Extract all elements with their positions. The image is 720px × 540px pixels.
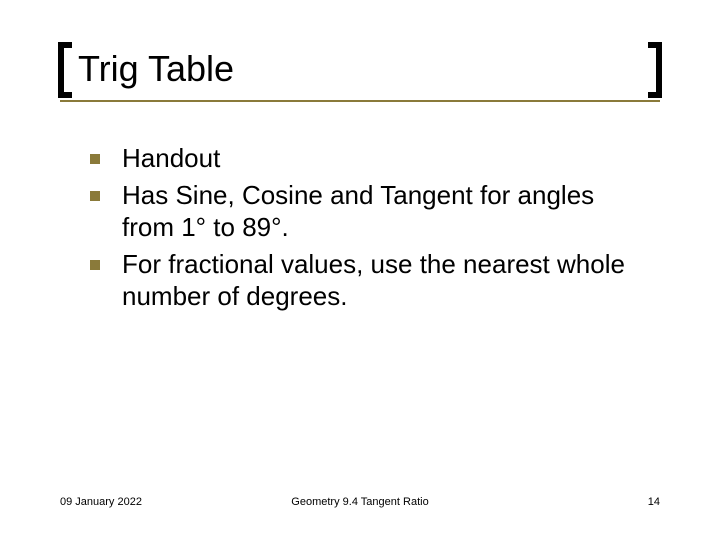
- page-number: 14: [648, 496, 660, 508]
- square-bullet-icon: [90, 191, 100, 201]
- list-item: Handout: [90, 142, 640, 175]
- footer-date: 09 January 2022: [60, 496, 142, 508]
- square-bullet-icon: [90, 260, 100, 270]
- bracket-left-icon: [58, 42, 72, 98]
- title-container: Trig Table: [60, 48, 660, 102]
- list-item: Has Sine, Cosine and Tangent for angles …: [90, 179, 640, 244]
- slide-title: Trig Table: [78, 48, 642, 90]
- bullet-text: Has Sine, Cosine and Tangent for angles …: [122, 179, 640, 244]
- slide: Trig Table Handout Has Sine, Cosine and …: [0, 0, 720, 540]
- bullet-text: For fractional values, use the nearest w…: [122, 248, 640, 313]
- bullet-text: Handout: [122, 142, 220, 175]
- content-area: Handout Has Sine, Cosine and Tangent for…: [60, 102, 660, 313]
- bracket-right-icon: [648, 42, 662, 98]
- square-bullet-icon: [90, 154, 100, 164]
- footer-title: Geometry 9.4 Tangent Ratio: [291, 496, 428, 508]
- footer: 09 January 2022 Geometry 9.4 Tangent Rat…: [60, 496, 660, 508]
- list-item: For fractional values, use the nearest w…: [90, 248, 640, 313]
